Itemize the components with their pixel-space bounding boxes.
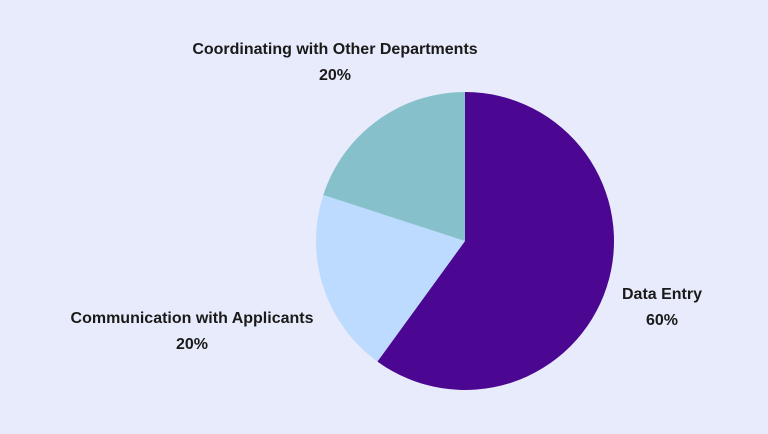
slice-label-data-entry: Data Entry [622, 286, 702, 303]
slice-value-coordinating: 20% [319, 67, 351, 84]
label-data-entry: Data Entry 60% [622, 286, 702, 329]
slice-label-coordinating: Coordinating with Other Departments [192, 41, 477, 58]
label-coordinating: Coordinating with Other Departments 20% [192, 41, 477, 84]
slice-value-data-entry: 60% [646, 312, 678, 329]
slice-communication [316, 194, 465, 362]
slice-label-communication: Communication with Applicants [71, 310, 314, 327]
pie-slices [316, 92, 615, 391]
slice-data-entry [377, 92, 615, 391]
slice-coordinating [323, 92, 465, 241]
slice-value-communication: 20% [176, 336, 208, 353]
label-communication: Communication with Applicants 20% [71, 310, 314, 353]
